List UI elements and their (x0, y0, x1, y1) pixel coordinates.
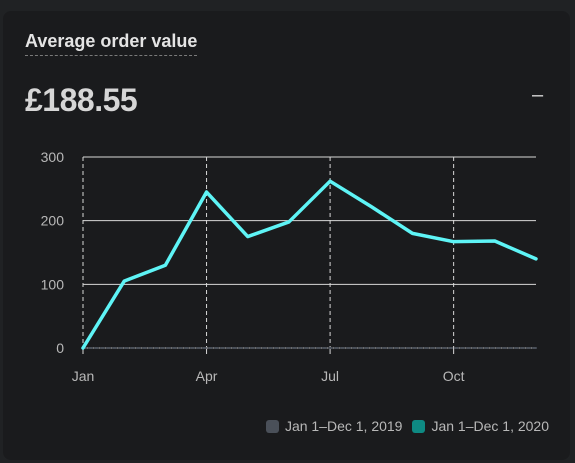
y-tick-label-0: 0 (56, 340, 64, 356)
y-tick-label-100: 100 (41, 276, 65, 292)
chart-grid (82, 156, 536, 354)
x-tick-label-apr: Apr (196, 368, 218, 384)
legend-swatch-2020 (412, 419, 426, 433)
chart-legend: Jan 1–Dec 1, 2019 Jan 1–Dec 1, 2020 (265, 418, 549, 434)
series-line-2020 (81, 179, 538, 350)
chart-series (81, 179, 538, 350)
legend-item-2019[interactable]: Jan 1–Dec 1, 2019 (265, 418, 403, 434)
average-order-value-card (3, 11, 570, 460)
y-tick-label-200: 200 (41, 213, 65, 229)
legend-swatch-2019 (265, 419, 279, 433)
y-axis: 0 100 200 300 (41, 149, 65, 356)
metric-value: £188.55 (25, 82, 138, 118)
x-tick-label-oct: Oct (443, 368, 465, 384)
x-tick-label-jul: Jul (321, 368, 339, 384)
y-tick-label-300: 300 (41, 149, 65, 165)
legend-item-2020[interactable]: Jan 1–Dec 1, 2020 (412, 418, 549, 434)
trend-indicator: – (532, 84, 544, 106)
legend-label-2020: Jan 1–Dec 1, 2020 (431, 418, 549, 434)
legend-label-2019: Jan 1–Dec 1, 2019 (284, 418, 403, 434)
x-tick-label-jan: Jan (72, 368, 95, 384)
card-title[interactable]: Average order value (25, 31, 198, 56)
x-axis: Jan Apr Jul Oct (72, 368, 465, 384)
